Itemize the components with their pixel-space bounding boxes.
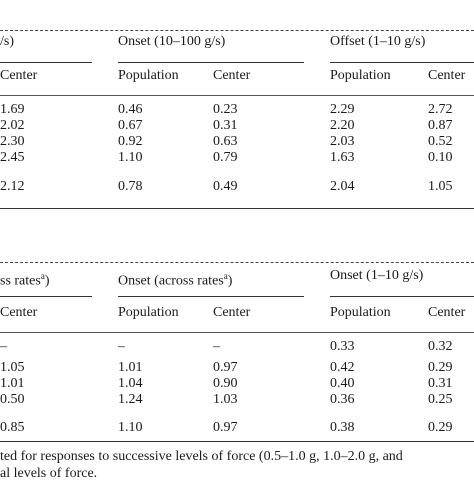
- table2-cell: 0.40: [330, 376, 355, 391]
- table2-cell: 0.36: [330, 392, 355, 407]
- table1-cell: 0.79: [213, 150, 238, 165]
- table1-group-rule-1: [0, 62, 92, 63]
- table2-col-header-center-a: Center: [0, 305, 38, 320]
- table2-summary-cell: 0.38: [330, 420, 355, 435]
- table2-cell: 1.03: [213, 392, 238, 407]
- table2-summary-cell: 0.97: [213, 420, 238, 435]
- table1-col-header-center-a: Center: [0, 68, 38, 83]
- table1-group-header-1: /s): [0, 34, 14, 49]
- table1-group-rule-3: [330, 62, 474, 63]
- table1-header-rule: [0, 95, 474, 96]
- table1-summary-cell: 0.78: [118, 179, 143, 194]
- table2-col-header-population-b: Population: [118, 305, 179, 320]
- table1-top-rule: [0, 30, 474, 31]
- table1-summary-cell: 2.12: [0, 179, 25, 194]
- table1-cell: 0.92: [118, 134, 143, 149]
- table2-cell: 0.25: [428, 392, 453, 407]
- table1-cell: 0.67: [118, 118, 143, 133]
- table2-group-rule-2: [118, 296, 304, 297]
- table2-col-header-population-c: Population: [330, 305, 391, 320]
- table1-cell: 0.52: [428, 134, 453, 149]
- table2-group-header-1: ss ratesa): [0, 271, 50, 289]
- table1-cell: 2.72: [428, 102, 453, 117]
- table2-cell: 0.31: [428, 376, 453, 391]
- table1-cell: 2.29: [330, 102, 355, 117]
- table1-col-header-center-c: Center: [428, 68, 466, 83]
- table2-col-header-center-b: Center: [213, 305, 251, 320]
- table2-cell: 0.50: [0, 392, 25, 407]
- table2-cell: 0.42: [330, 360, 355, 375]
- table1-cell: 2.03: [330, 134, 355, 149]
- table1-cell: 1.63: [330, 150, 355, 165]
- footnote-marker-a: a: [40, 271, 45, 281]
- table2-cell: 0.32: [428, 339, 453, 354]
- table1-group-rule-2: [118, 62, 304, 63]
- table1-summary-cell: 0.49: [213, 179, 238, 194]
- table2-top-rule: [0, 262, 474, 263]
- table1-cell: 1.10: [118, 150, 143, 165]
- table1-summary-cell: 2.04: [330, 179, 355, 194]
- table2-cell: 0.90: [213, 376, 238, 391]
- footnote-marker-a: a: [223, 271, 228, 281]
- table1-cell: 2.02: [0, 118, 25, 133]
- table2-cell: 0.97: [213, 360, 238, 375]
- table2-cell: 1.24: [118, 392, 143, 407]
- table2-cell: 0.29: [428, 360, 453, 375]
- table2-cell: 1.01: [0, 376, 25, 391]
- table2-summary-cell: 0.29: [428, 420, 453, 435]
- table1-col-header-population-b: Population: [118, 68, 179, 83]
- table1-cell: 2.45: [0, 150, 25, 165]
- table2-group-rule-1: [0, 296, 92, 297]
- table1-cell: 2.20: [330, 118, 355, 133]
- table1-group-header-2: Onset (10–100 g/s): [118, 34, 226, 49]
- table2-header-rule: [0, 332, 474, 333]
- table1-summary-cell: 1.05: [428, 179, 453, 194]
- table2-cell: 0.33: [330, 339, 355, 354]
- table1-bottom-rule: [0, 208, 474, 209]
- table2-col-header-center-c: Center: [428, 305, 466, 320]
- table2-cell: –: [0, 339, 7, 354]
- table2-cell: –: [118, 339, 125, 354]
- table2-group-rule-3: [330, 296, 474, 297]
- table2-cell: –: [213, 339, 220, 354]
- table2-cell: 1.05: [0, 360, 25, 375]
- table2-cell: 1.01: [118, 360, 143, 375]
- table1-cell: 1.69: [0, 102, 25, 117]
- table1-cell: 0.10: [428, 150, 453, 165]
- table2-cell: 1.04: [118, 376, 143, 391]
- table1-cell: 0.46: [118, 102, 143, 117]
- table1-cell: 2.30: [0, 134, 25, 149]
- table2-group-header-2: Onset (across ratesa): [118, 271, 233, 289]
- table-footnote-line-1: ted for responses to successive levels o…: [0, 449, 403, 464]
- table1-cell: 0.63: [213, 134, 238, 149]
- table1-group-header-3: Offset (1–10 g/s): [330, 34, 426, 49]
- table-footnote-line-2: al levels of force.: [0, 466, 98, 481]
- table2-summary-cell: 1.10: [118, 420, 143, 435]
- table1-col-header-center-b: Center: [213, 68, 251, 83]
- table1-cell: 0.87: [428, 118, 453, 133]
- table1-cell: 0.31: [213, 118, 238, 133]
- table1-cell: 0.23: [213, 102, 238, 117]
- table2-bottom-rule: [0, 441, 474, 442]
- table1-col-header-population-c: Population: [330, 68, 391, 83]
- table2-group-header-3: Onset (1–10 g/s): [330, 268, 424, 283]
- table2-summary-cell: 0.85: [0, 420, 25, 435]
